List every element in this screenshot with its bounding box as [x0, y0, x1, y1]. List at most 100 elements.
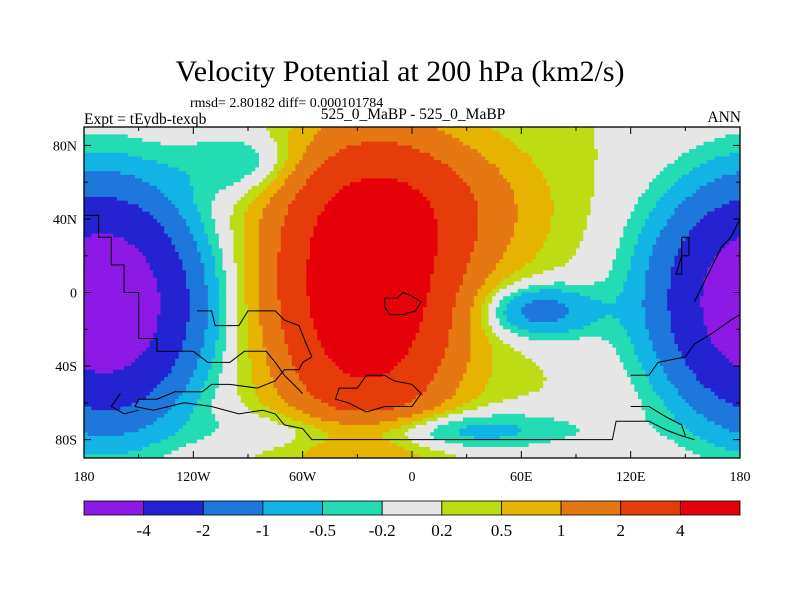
- field-cell: [262, 211, 289, 216]
- field-cell: [233, 248, 245, 253]
- field-cell: [178, 211, 202, 216]
- field-cell: [277, 388, 307, 393]
- field-cell: [84, 450, 129, 455]
- field-cell: [725, 355, 740, 360]
- field-cell: [142, 351, 180, 356]
- field-cell: [543, 270, 610, 275]
- field-cell: [240, 399, 260, 404]
- field-cell: [430, 204, 479, 209]
- field-cell: [568, 421, 650, 426]
- field-cell: [397, 362, 442, 367]
- field-cell: [430, 446, 686, 452]
- field-cell: [284, 340, 322, 345]
- colorbar-swatch: [322, 500, 383, 516]
- field-cell: [215, 395, 242, 400]
- field-cell: [153, 274, 187, 279]
- field-cell: [699, 303, 740, 308]
- field-cell: [335, 152, 431, 158]
- field-cell: [218, 237, 235, 242]
- field-cell: [84, 454, 165, 458]
- field-cell: [218, 244, 235, 249]
- field-cell: [481, 321, 490, 327]
- field-cell: [149, 266, 183, 272]
- field-cell: [452, 134, 504, 139]
- field-cell: [473, 193, 515, 198]
- field-cell: [200, 252, 213, 257]
- field-cell: [288, 351, 326, 356]
- field-cell: [218, 336, 227, 341]
- field-cell: [503, 134, 595, 139]
- field-cell: [258, 277, 278, 283]
- field-cell: [550, 215, 588, 220]
- field-cell: [729, 200, 740, 205]
- field-cell: [229, 222, 245, 227]
- field-cell: [255, 167, 275, 172]
- field-cell: [652, 248, 679, 253]
- field-cell: [499, 336, 530, 341]
- field-cell: [455, 454, 701, 458]
- field-cell: [459, 380, 490, 386]
- field-cell: [328, 355, 406, 360]
- field-cell: [262, 402, 289, 408]
- field-cell: [503, 174, 544, 180]
- field-cell: [284, 178, 307, 183]
- field-cell: [288, 174, 311, 180]
- field-cell: [244, 292, 260, 297]
- field-cell: [641, 229, 661, 235]
- field-cell: [302, 152, 337, 158]
- field-cell: [703, 281, 740, 286]
- field-cell: [510, 237, 548, 242]
- field-cell: [215, 417, 271, 422]
- field-cell: [605, 314, 614, 319]
- field-cell: [306, 145, 347, 150]
- field-cell: [288, 145, 307, 150]
- field-cell: [295, 369, 344, 375]
- field-cell: [506, 303, 526, 308]
- field-cell: [703, 215, 740, 220]
- colorbar-label: -2: [196, 521, 210, 540]
- field-cell: [196, 241, 209, 246]
- field-cell: [623, 288, 646, 294]
- field-cell: [667, 299, 701, 305]
- field-cell: [182, 343, 205, 349]
- colorbar-swatch: [560, 500, 622, 516]
- field-cell: [721, 248, 740, 253]
- field-cell: [623, 229, 643, 235]
- field-cell: [714, 138, 740, 143]
- field-cell: [175, 362, 198, 367]
- field-cell: [302, 454, 420, 458]
- field-cell: [608, 274, 628, 279]
- field-cell: [419, 329, 450, 334]
- field-cell: [627, 218, 646, 224]
- field-cell: [412, 439, 446, 444]
- field-cell: [240, 196, 256, 202]
- field-cell: [459, 288, 479, 294]
- field-cell: [546, 377, 632, 382]
- field-cell: [189, 413, 216, 419]
- field-cell: [211, 248, 224, 253]
- field-cell: [284, 332, 318, 338]
- field-cell: [419, 454, 457, 458]
- field-cell: [488, 292, 497, 297]
- field-cell: [328, 432, 384, 437]
- field-cell: [167, 373, 194, 378]
- field-cell: [299, 160, 326, 165]
- field-cell: [215, 222, 231, 227]
- field-cell: [218, 277, 227, 283]
- field-cell: [280, 185, 304, 191]
- field-cell: [535, 362, 624, 367]
- field-cell: [550, 226, 588, 231]
- field-cell: [656, 428, 690, 433]
- field-cell: [612, 266, 632, 272]
- field-cell: [258, 182, 271, 187]
- field-cell: [470, 252, 504, 257]
- field-cell: [207, 285, 220, 290]
- field-cell: [459, 138, 511, 143]
- field-cell: [127, 241, 173, 246]
- field-cell: [120, 171, 187, 176]
- field-cell: [84, 259, 147, 264]
- field-cell: [339, 421, 380, 426]
- field-cell: [452, 318, 471, 323]
- field-cell: [641, 406, 668, 411]
- field-cell: [401, 358, 442, 363]
